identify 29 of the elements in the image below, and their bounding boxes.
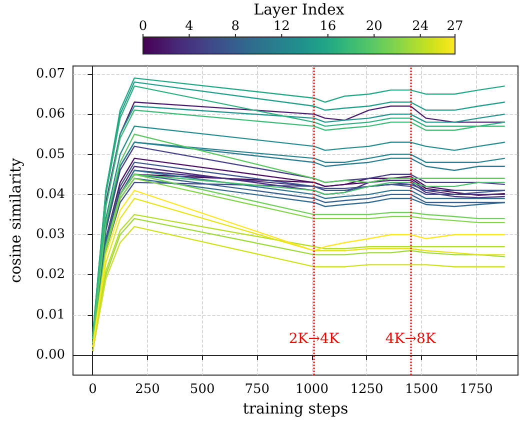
x-tick-label: 500 bbox=[190, 382, 215, 398]
x-tick-label: 1500 bbox=[405, 382, 438, 398]
color-bar-label: 24 bbox=[412, 19, 429, 34]
color-bar-title: Layer Index bbox=[254, 0, 345, 18]
ref-line-label: 2K→4K bbox=[288, 330, 340, 347]
x-tick-label: 1000 bbox=[295, 382, 328, 398]
y-tick-label: 0.06 bbox=[36, 106, 65, 122]
color-bar-label: 27 bbox=[446, 19, 464, 34]
x-tick-label: 0 bbox=[88, 382, 97, 398]
y-tick-label: 0.04 bbox=[36, 186, 65, 202]
x-tick-label: 1250 bbox=[350, 382, 384, 398]
y-axis-title: cosine similarity bbox=[6, 158, 24, 284]
x-tick-label: 750 bbox=[244, 382, 270, 398]
y-tick-label: 0.02 bbox=[36, 267, 65, 282]
color-bar-label: 16 bbox=[320, 19, 336, 34]
color-bar-label: 8 bbox=[231, 19, 240, 34]
x-axis-title: training steps bbox=[242, 400, 348, 418]
color-bar-label: 0 bbox=[138, 19, 148, 34]
x-tick-label: 250 bbox=[135, 382, 160, 398]
y-tick-label: 0.03 bbox=[36, 227, 65, 242]
x-tick-label: 1750 bbox=[460, 382, 493, 398]
color-bar-label: 12 bbox=[273, 19, 290, 34]
ref-line-label: 4K→8K bbox=[385, 330, 436, 347]
color-bar-label: 4 bbox=[185, 19, 194, 34]
y-tick-label: 0.05 bbox=[36, 146, 65, 162]
y-tick-label: 0.01 bbox=[36, 307, 65, 322]
y-tick-label: 0.07 bbox=[36, 66, 65, 82]
color-bar-label: 20 bbox=[366, 19, 382, 34]
y-tick-label: 0.00 bbox=[36, 348, 65, 363]
